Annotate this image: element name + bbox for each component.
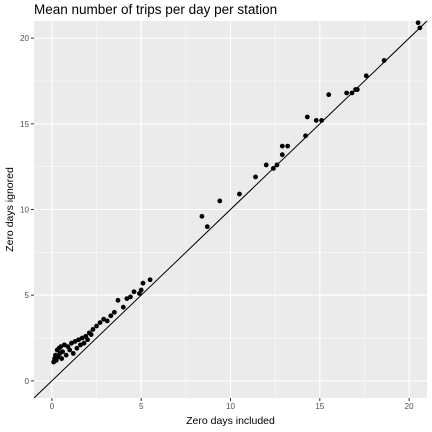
data-point [69, 340, 74, 346]
data-point [90, 327, 96, 332]
data-point [199, 213, 205, 219]
x-axis-ticks: 0 5 10 15 20 [50, 398, 414, 411]
data-point [94, 323, 99, 329]
data-point [381, 58, 387, 63]
data-point [58, 344, 64, 349]
data-point [61, 342, 67, 348]
data-point [279, 152, 285, 158]
data-point [63, 352, 69, 358]
data-point [104, 318, 110, 324]
data-points [51, 20, 423, 365]
data-point [263, 162, 269, 168]
reference-line-group [33, 20, 428, 399]
data-point [354, 87, 360, 92]
data-point [147, 277, 153, 283]
data-point [303, 133, 308, 139]
data-point [274, 162, 280, 168]
data-point [78, 342, 83, 348]
data-point [115, 297, 121, 303]
data-point [319, 117, 325, 123]
data-point [128, 294, 133, 300]
x-tick-label: 5 [139, 402, 144, 411]
data-point [97, 320, 103, 325]
data-point [88, 332, 94, 337]
x-tick-label: 15 [315, 402, 324, 411]
data-point [79, 335, 85, 341]
reference-line [33, 20, 428, 399]
data-point [59, 356, 65, 361]
y-tick-label: 0 [25, 377, 30, 386]
data-point [120, 304, 126, 310]
data-point [313, 117, 319, 123]
data-point [138, 287, 144, 293]
data-point [81, 340, 87, 346]
data-point [415, 20, 421, 26]
data-point [349, 90, 355, 96]
y-tick-label: 15 [20, 120, 29, 129]
x-axis-title: Zero days included [186, 415, 275, 427]
x-tick-label: 20 [405, 402, 414, 411]
y-tick-label: 10 [20, 206, 29, 215]
data-point [140, 280, 146, 286]
data-point [304, 114, 310, 120]
x-tick-label: 10 [226, 402, 235, 411]
y-tick-label: 20 [20, 34, 29, 43]
data-point [204, 224, 210, 230]
data-point [74, 345, 80, 351]
y-axis-ticks: 0 5 10 15 20 [20, 34, 34, 386]
data-point [101, 316, 107, 322]
data-point [326, 92, 332, 98]
data-point [72, 339, 78, 344]
data-point [70, 351, 76, 356]
data-point [60, 349, 65, 355]
data-point [253, 174, 258, 180]
y-tick-label: 5 [25, 291, 30, 300]
data-point [344, 90, 350, 96]
data-point [285, 143, 291, 149]
data-point [76, 337, 82, 343]
x-tick-label: 0 [50, 402, 55, 411]
y-axis-title: Zero days ignored [4, 167, 16, 252]
data-point [85, 337, 90, 343]
data-point [131, 289, 137, 295]
data-point [217, 198, 223, 204]
data-point [67, 347, 73, 353]
data-point [108, 313, 114, 319]
data-point [279, 143, 285, 149]
data-point [363, 73, 369, 79]
data-point [417, 25, 423, 31]
chart-title: Mean number of trips per day per station [34, 2, 277, 17]
data-point [124, 296, 130, 302]
data-point [270, 165, 276, 171]
data-point [111, 309, 117, 315]
data-point [237, 191, 242, 197]
